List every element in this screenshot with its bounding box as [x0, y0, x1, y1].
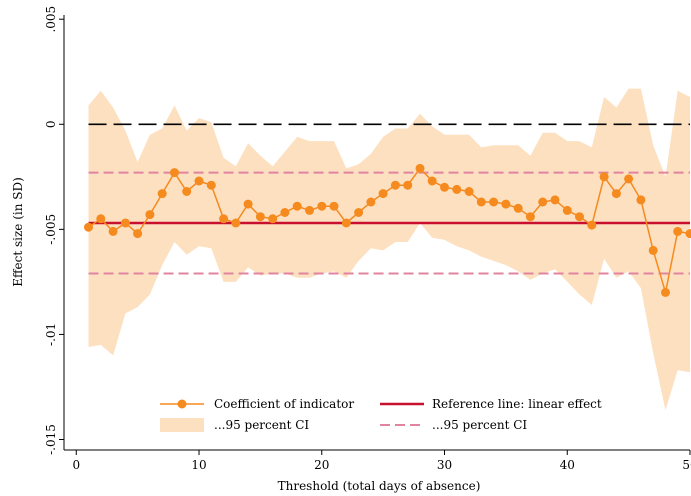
plot-area	[84, 88, 691, 411]
y-tick-label: -.015	[44, 424, 58, 455]
x-tick-label: 10	[191, 458, 206, 472]
coefficient-point	[403, 180, 413, 190]
coefficient-point	[599, 172, 609, 182]
coefficient-point	[538, 197, 548, 207]
coefficient-point	[329, 201, 339, 211]
y-tick-label: -.005	[44, 214, 58, 245]
coefficient-point	[317, 201, 327, 211]
coefficient-point	[415, 163, 425, 173]
coefficient-point	[145, 210, 155, 220]
y-tick-label: -.01	[44, 323, 58, 346]
y-axis-title: Effect size (in SD)	[11, 177, 25, 287]
x-tick-label: 30	[437, 458, 452, 472]
coefficient-point	[182, 187, 192, 196]
coefficient-point	[194, 176, 204, 186]
coefficient-point	[243, 199, 253, 209]
coefficient-point	[562, 205, 572, 215]
legend-reference-label: Reference line: linear effect	[432, 397, 602, 411]
legend-coefficient-label: Coefficient of indicator	[214, 397, 354, 411]
x-tick-label: 40	[560, 458, 575, 472]
coefficient-point	[550, 195, 560, 205]
legend: Coefficient of indicator ...95 percent C…	[160, 397, 602, 432]
coefficient-point	[476, 197, 486, 207]
coefficient-point	[170, 168, 179, 178]
coefficient-point	[624, 174, 634, 184]
legend-reference-ci-label: ...95 percent CI	[432, 418, 527, 432]
coefficient-point	[501, 199, 511, 209]
y-ticks: .005 0 -.005 -.01 -.015	[44, 6, 64, 455]
legend-ci-band-label: ...95 percent CI	[214, 418, 309, 432]
x-tick-label: 20	[314, 458, 329, 472]
coefficient-point	[231, 218, 241, 228]
coefficient-point	[341, 218, 351, 228]
coefficient-point	[661, 287, 670, 297]
legend-ci-band-swatch	[160, 418, 204, 432]
coefficient-point	[354, 208, 364, 217]
x-ticks: 0 10 20 30 40 50	[72, 450, 691, 472]
coefficient-point	[219, 214, 229, 224]
coefficient-point	[611, 189, 621, 199]
ci-band	[88, 88, 690, 411]
coefficient-point	[427, 176, 437, 186]
axes	[63, 15, 690, 451]
coefficient-point	[489, 197, 499, 207]
coefficient-point	[366, 197, 376, 207]
coefficient-point	[525, 212, 535, 222]
coefficient-point	[120, 218, 130, 228]
coefficient-point	[390, 180, 400, 190]
x-tick-label: 50	[682, 458, 691, 472]
coefficient-point	[255, 212, 265, 222]
coefficient-point	[575, 212, 584, 222]
coefficient-point	[96, 214, 106, 224]
coefficient-point	[268, 214, 278, 224]
coefficient-point	[464, 187, 474, 196]
y-tick-label: 0	[44, 120, 58, 128]
coefficient-point	[280, 208, 290, 217]
coefficient-point	[440, 182, 449, 192]
coefficient-point	[157, 189, 167, 199]
coefficient-point	[84, 222, 93, 232]
coefficient-point	[305, 205, 314, 215]
coefficient-point	[133, 229, 143, 239]
coefficient-point	[452, 184, 462, 194]
coefficient-point	[206, 180, 216, 190]
coefficient-point	[378, 189, 388, 199]
coefficient-point	[673, 226, 683, 236]
coefficient-point	[685, 229, 691, 239]
coefficient-point	[587, 220, 597, 230]
coefficient-point	[108, 226, 118, 236]
x-tick-label: 0	[72, 458, 80, 472]
y-tick-label: .005	[44, 6, 58, 33]
coefficient-point	[292, 201, 302, 211]
coefficient-point	[636, 195, 646, 205]
legend-coefficient-marker	[177, 399, 187, 409]
coefficient-point	[648, 245, 658, 255]
x-axis-title: Threshold (total days of absence)	[278, 479, 481, 493]
coefficient-point	[513, 203, 523, 213]
